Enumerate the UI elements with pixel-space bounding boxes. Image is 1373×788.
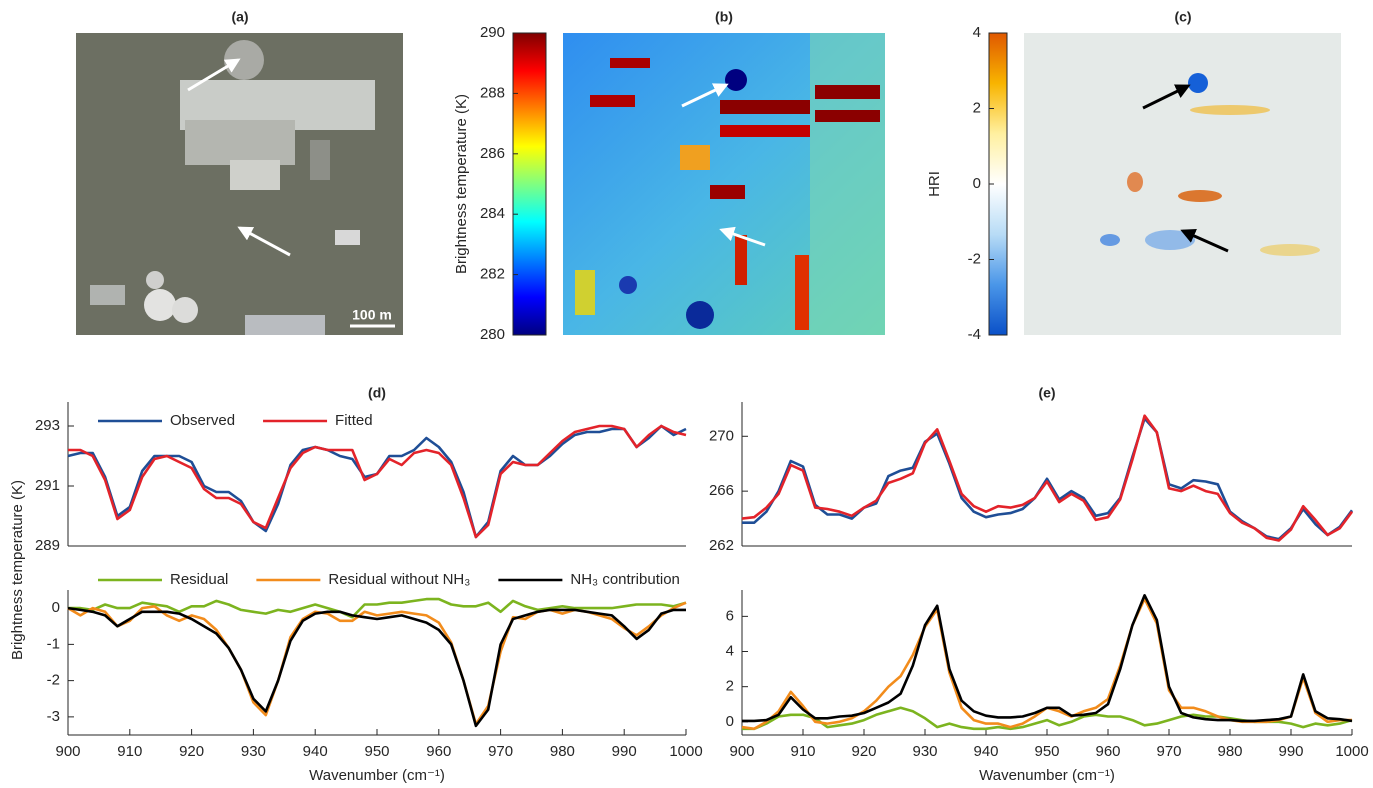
x-tick-label: 970 [488, 743, 513, 760]
x-tick-label: 1000 [669, 743, 702, 760]
y-tick-label: 293 [35, 417, 60, 434]
y-tick-label: 2 [726, 678, 734, 695]
x-tick-label: 920 [179, 743, 204, 760]
legend-label: NH₃ contribution [570, 571, 680, 588]
panel-title: (e) [1038, 385, 1055, 401]
x-tick-label: 960 [1095, 743, 1120, 760]
x-axis-label: Wavenumber (cm⁻¹) [979, 767, 1115, 784]
series-line [67, 601, 687, 726]
colorbar [512, 32, 547, 336]
series-line [68, 424, 687, 539]
series-line [67, 606, 686, 728]
colorbar-tick-label: 284 [480, 205, 505, 222]
x-tick-label: 990 [1278, 743, 1303, 760]
series-line [741, 597, 1352, 731]
x-axis-label: Wavenumber (cm⁻¹) [309, 767, 445, 784]
legend-label: Residual [170, 571, 228, 588]
y-tick-label: 0 [726, 713, 734, 730]
colorbar-tick-label: 286 [480, 145, 505, 162]
colorbar-tick-label: 2 [973, 99, 981, 116]
y-tick-label: 262 [709, 537, 734, 554]
scale-bar-label: 100 m [352, 307, 392, 323]
colorbar-tick-label: 290 [480, 24, 505, 41]
x-tick-label: 940 [973, 743, 998, 760]
x-tick-label: 910 [790, 743, 815, 760]
satellite-image [76, 33, 403, 335]
series-line [742, 594, 1353, 723]
x-tick-label: 910 [117, 743, 142, 760]
panel-title: (c) [1174, 9, 1191, 25]
x-tick-label: 990 [612, 743, 637, 760]
x-tick-label: 930 [912, 743, 937, 760]
y-tick-label: 6 [726, 607, 734, 624]
colorbar-tick-label: 282 [480, 266, 505, 283]
panel-title: (a) [231, 9, 248, 25]
x-tick-label: 970 [1156, 743, 1181, 760]
legend-label: Observed [170, 412, 235, 429]
y-tick-label: 289 [35, 537, 60, 554]
x-tick-label: 930 [241, 743, 266, 760]
y-tick-label: 270 [709, 427, 734, 444]
x-tick-label: 900 [729, 743, 754, 760]
colorbar-tick-label: 288 [480, 84, 505, 101]
hri-image [1024, 33, 1341, 335]
panel-title: (d) [368, 385, 386, 401]
legend-label: Residual without NH₃ [328, 571, 470, 588]
y-tick-label: -1 [47, 635, 60, 652]
y-axis-label: Brightness temperature (K) [9, 480, 26, 660]
series-line [741, 414, 1354, 542]
y-tick-label: 266 [709, 482, 734, 499]
x-tick-label: 920 [851, 743, 876, 760]
y-tick-label: -2 [47, 672, 60, 689]
y-tick-label: 4 [726, 642, 734, 659]
temperature-image [563, 33, 885, 335]
legend-label: Fitted [335, 412, 373, 429]
colorbar-tick-label: -4 [968, 326, 981, 343]
colorbar-label: Brightness temperature (K) [453, 94, 470, 274]
x-tick-label: 950 [364, 743, 389, 760]
y-tick-label: 291 [35, 477, 60, 494]
colorbar-label: HRI [926, 171, 943, 197]
colorbar-tick-label: 4 [973, 24, 981, 41]
x-tick-label: 980 [550, 743, 575, 760]
series-line [68, 597, 687, 619]
x-tick-label: 950 [1034, 743, 1059, 760]
series-line [742, 417, 1354, 541]
x-tick-label: 980 [1217, 743, 1242, 760]
y-tick-label: 0 [52, 599, 60, 616]
colorbar-tick-label: -2 [968, 250, 981, 267]
x-tick-label: 1000 [1335, 743, 1368, 760]
y-tick-label: -3 [47, 708, 60, 725]
colorbar-tick-label: 0 [973, 175, 981, 192]
series-line [67, 424, 687, 539]
panel-title: (b) [715, 9, 733, 25]
colorbar-tick-label: 280 [480, 326, 505, 343]
x-tick-label: 940 [303, 743, 328, 760]
x-tick-label: 900 [55, 743, 80, 760]
x-tick-label: 960 [426, 743, 451, 760]
